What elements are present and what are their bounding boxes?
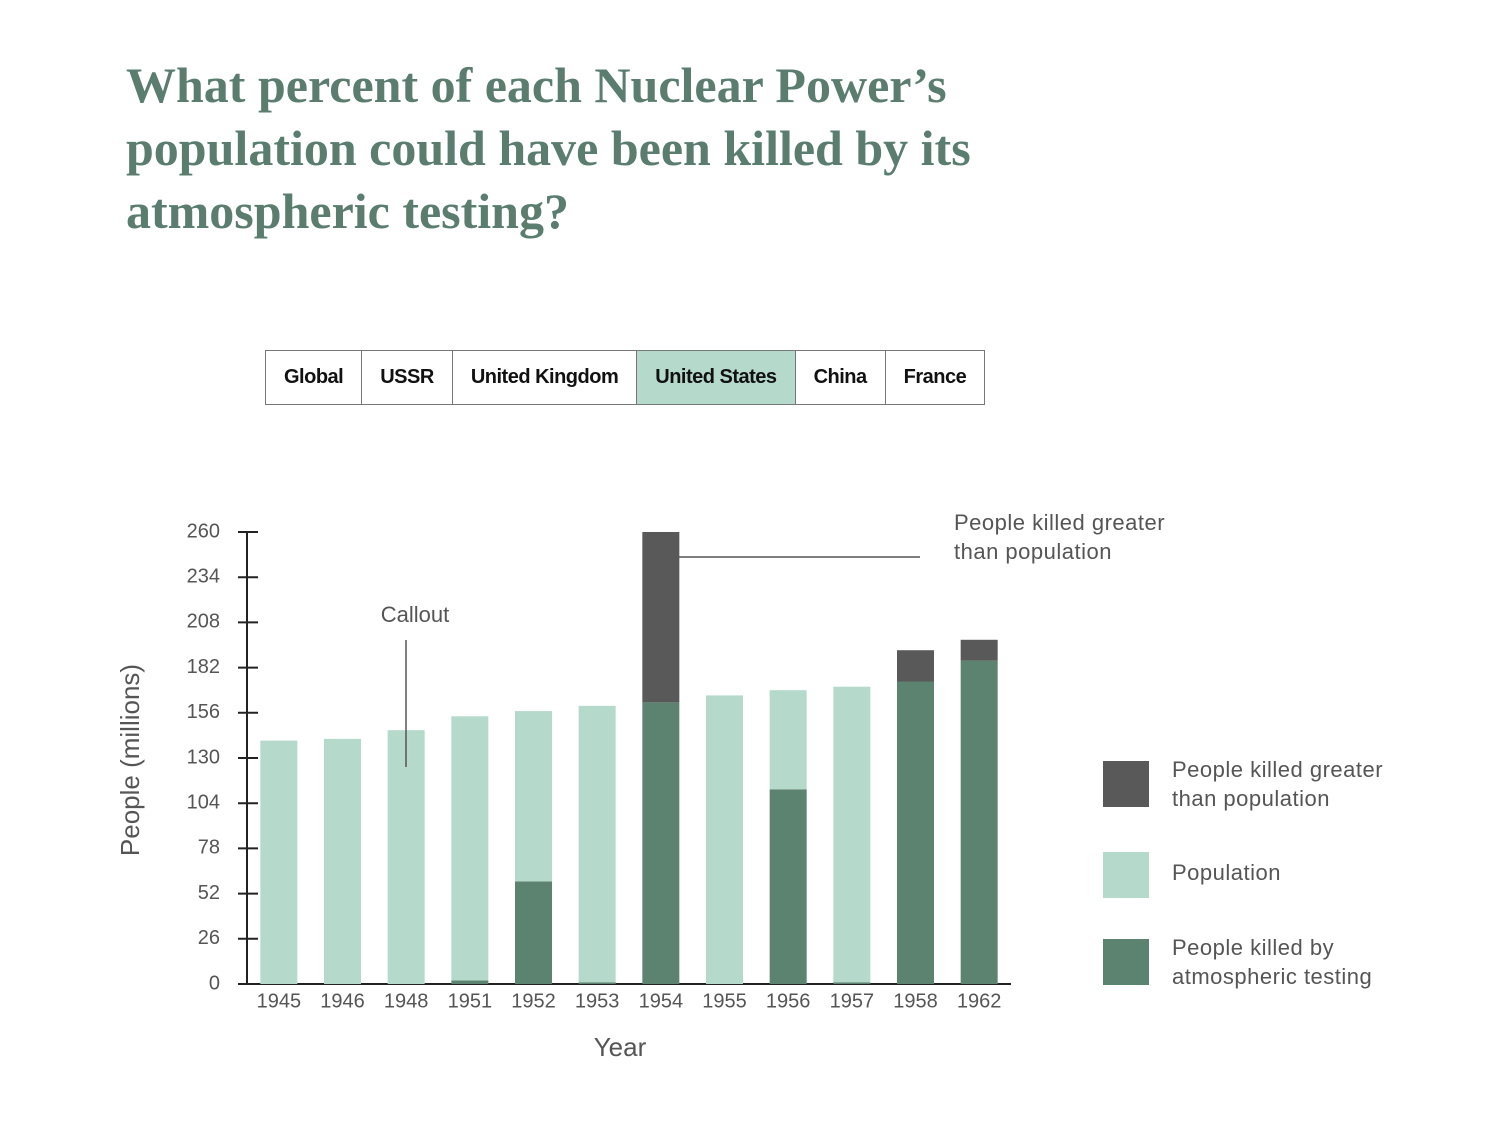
x-axis-label: Year bbox=[594, 1032, 647, 1062]
legend-label: People killed by atmospheric testing bbox=[1172, 935, 1373, 989]
y-axis-label: People (millions) bbox=[115, 664, 145, 856]
tab[interactable]: United Kingdom bbox=[453, 351, 638, 404]
bar-segment bbox=[451, 716, 489, 981]
bar-segment bbox=[833, 982, 871, 984]
legend-label: People killed greater than population bbox=[1172, 757, 1384, 811]
bar-segment bbox=[706, 695, 743, 984]
x-tick-label: 1951 bbox=[448, 990, 493, 1012]
legend-swatch bbox=[1103, 939, 1149, 985]
y-tick-label: 0 bbox=[209, 972, 220, 994]
annotation: People killed greater than population bbox=[954, 510, 1166, 564]
x-tick-label: 1957 bbox=[830, 990, 875, 1012]
y-tick-label: 104 bbox=[187, 791, 220, 813]
bar-segment bbox=[769, 789, 807, 984]
x-tick-label: 1945 bbox=[257, 990, 302, 1012]
y-tick-label: 52 bbox=[198, 882, 220, 904]
y-tick-label: 234 bbox=[187, 565, 220, 587]
bar-segment bbox=[515, 711, 552, 882]
tab[interactable]: China bbox=[796, 351, 886, 404]
x-tick-label: 1956 bbox=[766, 990, 811, 1012]
tab[interactable]: Global bbox=[266, 351, 363, 404]
y-tick-label: 182 bbox=[187, 656, 220, 678]
x-tick-label: 1958 bbox=[893, 990, 938, 1012]
bar-segment bbox=[324, 738, 361, 984]
bar-segment bbox=[897, 681, 934, 984]
bar-segment bbox=[769, 690, 807, 790]
legend-swatch bbox=[1103, 761, 1149, 807]
bar-segment bbox=[387, 730, 425, 984]
bar-segment bbox=[260, 740, 298, 984]
x-tick-label: 1948 bbox=[384, 990, 429, 1012]
legend-label: Population bbox=[1172, 860, 1281, 885]
x-tick-label: 1946 bbox=[320, 990, 365, 1012]
y-tick-label: 260 bbox=[187, 520, 220, 542]
bar-segment bbox=[515, 881, 552, 984]
y-tick-label: 26 bbox=[198, 927, 220, 949]
y-tick-label: 156 bbox=[187, 701, 220, 723]
annotation: Callout bbox=[381, 602, 449, 627]
x-tick-label: 1953 bbox=[575, 990, 620, 1012]
tab-bar: Global USSR United Kingdom United States Chi… bbox=[265, 350, 986, 405]
bar-segment bbox=[642, 532, 680, 703]
legend-swatch bbox=[1103, 852, 1149, 898]
x-tick-label: 1962 bbox=[957, 990, 1002, 1012]
tab[interactable]: USSR bbox=[362, 351, 453, 404]
tab[interactable]: France bbox=[903, 366, 967, 388]
x-tick-label: 1952 bbox=[511, 990, 556, 1012]
bar-segment bbox=[578, 705, 616, 983]
tab[interactable]: United States bbox=[637, 351, 796, 404]
x-tick-label: 1954 bbox=[639, 990, 684, 1012]
bar-segment bbox=[960, 660, 998, 984]
y-tick-label: 78 bbox=[198, 837, 220, 859]
bar-segment bbox=[451, 980, 489, 984]
y-tick-label: 208 bbox=[187, 611, 220, 633]
bar-segment bbox=[642, 702, 680, 984]
bar-segment bbox=[897, 650, 934, 682]
x-tick-label: 1955 bbox=[702, 990, 747, 1012]
bar-segment bbox=[833, 686, 871, 983]
bar-segment bbox=[960, 639, 998, 661]
bar-segment bbox=[578, 982, 616, 984]
page-title: What percent of each Nuclear Power’s pop… bbox=[126, 57, 971, 239]
y-tick-label: 130 bbox=[187, 746, 220, 768]
